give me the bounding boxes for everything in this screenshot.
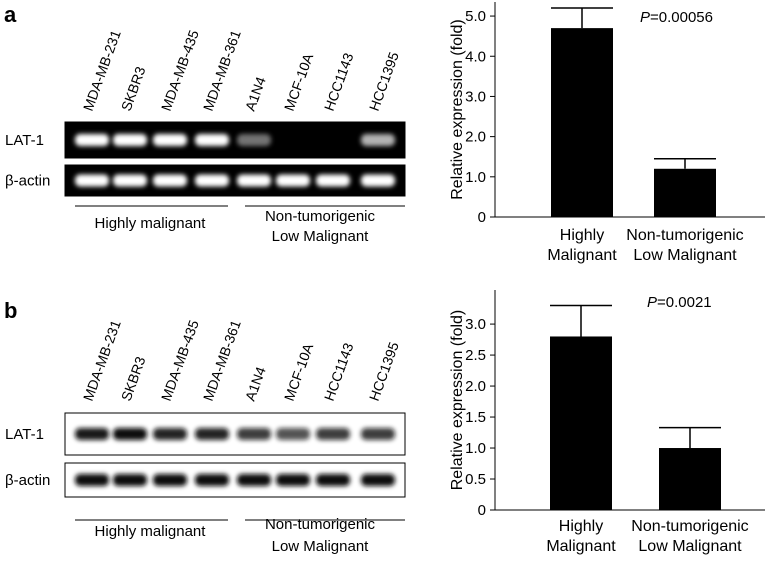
band <box>195 134 229 146</box>
row-label: β-actin <box>5 173 50 190</box>
band <box>361 134 395 146</box>
lane-label: MCF-10A <box>281 341 317 403</box>
x-tick-label: Malignant <box>546 538 616 555</box>
bar <box>654 168 716 217</box>
y-tick-label: 5.0 <box>465 8 486 25</box>
band <box>75 474 109 486</box>
y-tick-label: 2.5 <box>465 347 486 364</box>
group-label: Low Malignant <box>272 538 370 555</box>
lane-label: HCC1395 <box>366 340 402 403</box>
lane-label: A1N4 <box>242 364 269 403</box>
x-tick-label: Highly <box>560 227 604 244</box>
error-bar <box>550 304 612 337</box>
y-tick-label: 0 <box>478 502 486 519</box>
band <box>361 474 395 486</box>
group-label: Non-tumorigenic <box>265 516 376 533</box>
band <box>113 134 147 146</box>
band <box>113 428 147 440</box>
group-label: Low Malignant <box>272 228 370 245</box>
band <box>75 428 109 440</box>
y-tick-label: 1.0 <box>465 440 486 457</box>
error-bar <box>659 426 721 449</box>
lane-label: SKBR3 <box>118 354 149 403</box>
band <box>153 174 187 187</box>
lane-label: MDA-MB-231 <box>80 318 124 403</box>
p-annotation: P=0.00056 <box>640 9 713 26</box>
row-label: LAT-1 <box>5 426 44 443</box>
band <box>195 174 229 187</box>
y-tick-label: 0.5 <box>465 471 486 488</box>
band <box>195 428 229 440</box>
group-label: Highly malignant <box>95 215 207 232</box>
band <box>75 134 109 146</box>
x-tick-label: Malignant <box>547 247 617 264</box>
y-tick-label: 1.5 <box>465 409 486 426</box>
x-tick-label: Low Malignant <box>633 247 737 264</box>
band <box>276 474 310 486</box>
band <box>195 474 229 486</box>
band <box>237 428 271 440</box>
x-tick-label: Highly <box>559 518 603 535</box>
p-value: =0.00056 <box>650 9 713 26</box>
p-symbol: P <box>640 9 650 26</box>
row-label: β-actin <box>5 472 50 489</box>
row-label: LAT-1 <box>5 132 44 149</box>
band <box>237 474 271 486</box>
lane-label: MDA-MB-361 <box>200 318 244 403</box>
band <box>361 428 395 440</box>
lane-label: SKBR3 <box>118 64 149 113</box>
y-tick-label: 3.0 <box>465 88 486 105</box>
x-tick-label: Low Malignant <box>638 538 742 555</box>
lane-label: HCC1143 <box>321 51 357 113</box>
band <box>276 428 310 440</box>
error-bar <box>654 157 716 169</box>
band <box>113 474 147 486</box>
band <box>113 174 147 187</box>
error-bar <box>551 7 613 29</box>
band <box>153 134 187 146</box>
p-symbol: P <box>647 294 657 311</box>
y-tick-label: 4.0 <box>465 48 486 65</box>
group-label: Highly malignant <box>95 523 207 540</box>
lane-label: A1N4 <box>242 74 269 113</box>
p-value: =0.0021 <box>657 294 712 311</box>
band <box>153 428 187 440</box>
lane-label: MDA-MB-231 <box>80 28 124 113</box>
band <box>75 174 109 187</box>
y-tick-label: 0 <box>478 209 486 226</box>
band <box>316 474 350 486</box>
bar <box>551 28 613 218</box>
panel-label: b <box>4 298 17 323</box>
group-label: Non-tumorigenic <box>265 208 376 225</box>
x-tick-label: Non-tumorigenic <box>626 227 743 244</box>
band <box>316 174 350 187</box>
y-axis-label: Relative expression (fold) <box>449 19 466 200</box>
lane-label: MCF-10A <box>281 51 317 113</box>
band <box>316 428 350 440</box>
band <box>153 474 187 486</box>
y-tick-label: 3.0 <box>465 316 486 333</box>
y-tick-label: 2.0 <box>465 129 486 146</box>
band <box>237 134 271 146</box>
y-tick-label: 1.0 <box>465 169 486 186</box>
p-annotation: P=0.0021 <box>647 294 712 311</box>
band <box>237 174 271 187</box>
lane-label: HCC1143 <box>321 341 357 403</box>
band <box>276 174 310 187</box>
x-tick-label: Non-tumorigenic <box>631 518 748 535</box>
band <box>361 174 395 187</box>
lane-label: MDA-MB-435 <box>158 28 202 113</box>
y-tick-label: 2.0 <box>465 378 486 395</box>
panel-label: a <box>4 2 17 27</box>
bar <box>550 336 612 510</box>
y-axis-label: Relative expression (fold) <box>449 310 466 491</box>
lane-label: MDA-MB-361 <box>200 28 244 113</box>
lane-label: MDA-MB-435 <box>158 318 202 403</box>
bar <box>659 448 721 510</box>
lane-label: HCC1395 <box>366 50 402 113</box>
